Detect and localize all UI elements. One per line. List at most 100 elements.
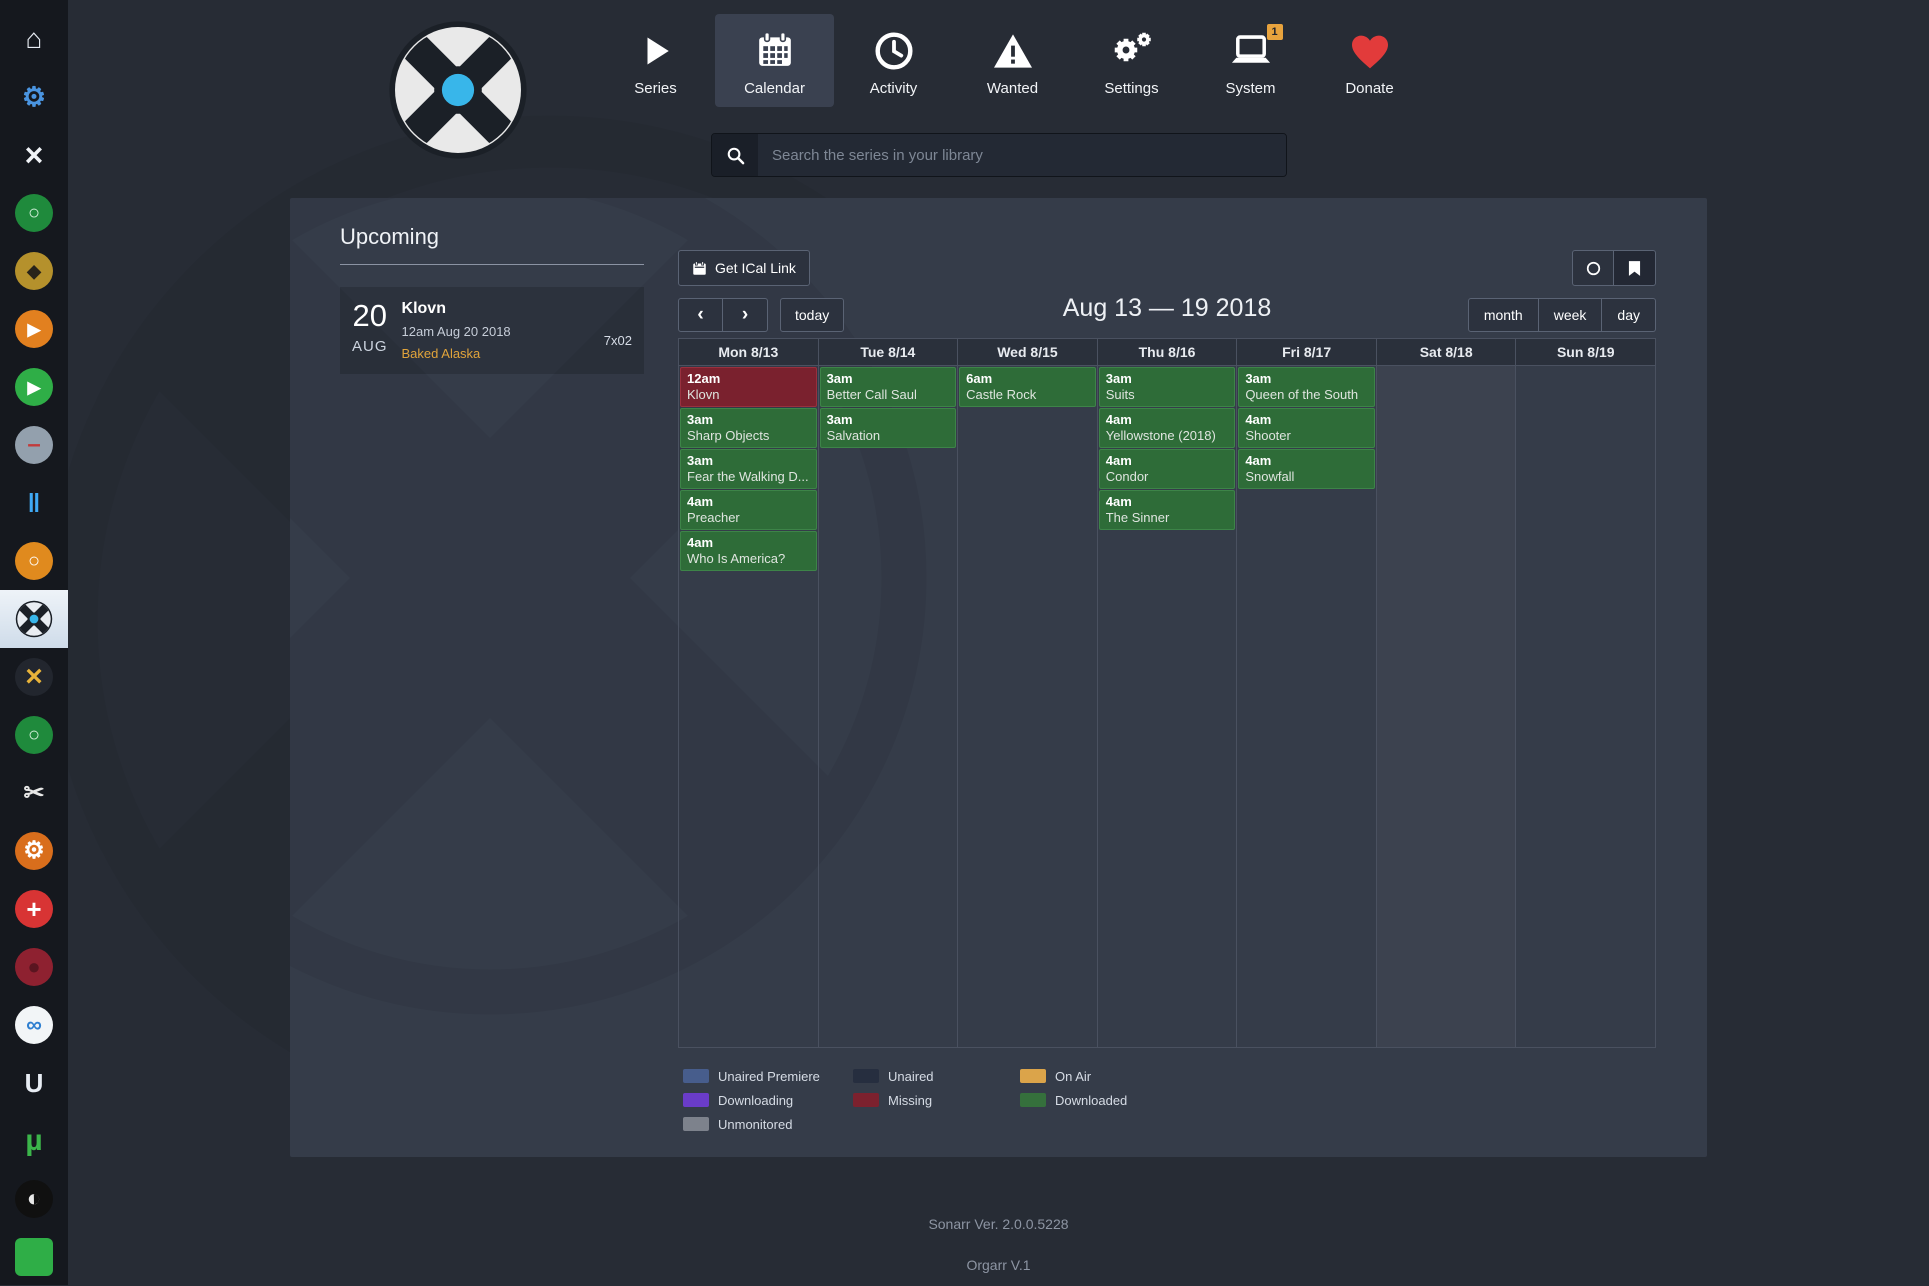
top-navigation: Series Calendar Activity: [596, 14, 1429, 107]
nav-activity[interactable]: Activity: [834, 14, 953, 107]
event-time: 3am: [687, 453, 714, 468]
legend-unmonitored: Unmonitored: [683, 1112, 820, 1136]
calendar-event[interactable]: 4am Yellowstone (2018): [1098, 408, 1236, 448]
event-title: Condor: [1105, 469, 1149, 484]
upcoming-episode-title[interactable]: Baked Alaska: [401, 346, 481, 361]
day-column-wed: Wed 8/15 6am Castle Rock: [958, 339, 1098, 1047]
nav-calendar[interactable]: Calendar: [715, 14, 834, 107]
yellow-x-icon: ×: [15, 658, 53, 696]
day-cell[interactable]: 6am Castle Rock: [958, 366, 1097, 1047]
upcoming-event-card[interactable]: 20 AUG Klovn 12am Aug 20 2018 Baked Alas…: [340, 287, 644, 374]
sidebar-item-app-yellow-x[interactable]: ×: [0, 648, 68, 706]
event-title: Salvation: [826, 428, 881, 443]
sidebar-item-app-orange-gear[interactable]: ⚙: [0, 822, 68, 880]
nav-system[interactable]: 1 System: [1191, 14, 1310, 107]
sidebar-item-app-green[interactable]: ○: [0, 184, 68, 242]
calendar-prev-next: ‹ › today: [678, 298, 845, 332]
calendar-event[interactable]: 3am Salvation: [819, 408, 957, 448]
event-time: 4am: [1105, 453, 1132, 468]
sidebar-item-settings[interactable]: ⚙: [0, 68, 68, 126]
calendar-event[interactable]: 3am Suits: [1098, 367, 1236, 407]
sonarr-logo[interactable]: [388, 20, 528, 160]
calendar-event[interactable]: 3am Better Call Saul: [819, 367, 957, 407]
nav-activity-label: Activity: [869, 80, 918, 97]
sidebar-item-app-music[interactable]: ◐: [0, 1170, 68, 1228]
chevron-right-icon: ›: [741, 304, 749, 325]
calendar-event[interactable]: 4am The Sinner: [1098, 490, 1236, 530]
calendar-event[interactable]: 3am Queen of the South: [1238, 367, 1375, 407]
calendar-event[interactable]: 4am Condor: [1098, 449, 1236, 489]
sidebar-item-app-green-play[interactable]: ▶: [0, 358, 68, 416]
sidebar-item-app-green-square[interactable]: [0, 1228, 68, 1286]
upcoming-date: 20 AUG: [352, 300, 388, 361]
calendar-event[interactable]: 12am Klovn: [680, 367, 817, 407]
sidebar-item-app-raspberry[interactable]: ●: [0, 938, 68, 996]
today-button[interactable]: today: [780, 298, 845, 332]
event-time: 6am: [966, 371, 993, 386]
day-header: Wed 8/15: [958, 339, 1097, 366]
day-cell[interactable]: 3am Queen of the South 4am Shooter 4am S…: [1237, 366, 1376, 1047]
sidebar-item-app-utorrent[interactable]: µ: [0, 1112, 68, 1170]
sidebar-item-app-shield[interactable]: +: [0, 880, 68, 938]
event-time: 3am: [1105, 371, 1132, 386]
sidebar-item-app-search[interactable]: ○: [0, 532, 68, 590]
sidebar-item-app-plex[interactable]: ∞: [0, 996, 68, 1054]
soundbars-icon: ‖: [27, 488, 41, 518]
get-ical-link-button[interactable]: Get ICal Link: [678, 250, 810, 286]
view-month-button[interactable]: month: [1467, 298, 1539, 332]
sidebar-item-app-orange-play[interactable]: ▶: [0, 300, 68, 358]
day-cell[interactable]: 3am Better Call Saul 3am Salvation: [819, 366, 958, 1047]
calendar-event[interactable]: 4am Preacher: [680, 490, 817, 530]
event-time: 3am: [1245, 371, 1272, 386]
calendar-event[interactable]: 3am Fear the Walking D...: [680, 449, 817, 489]
day-cell[interactable]: 3am Suits 4am Yellowstone (2018) 4am Con…: [1098, 366, 1237, 1047]
view-day-button[interactable]: day: [1602, 298, 1656, 332]
legend-label: Unaired: [888, 1068, 934, 1084]
nav-series[interactable]: Series: [596, 14, 715, 107]
nav-series-label: Series: [634, 80, 677, 97]
sidebar-item-app-soundbars[interactable]: ‖: [0, 474, 68, 532]
sidebar-item-app-green-2[interactable]: ○: [0, 706, 68, 764]
calendar-event[interactable]: 4am Snowfall: [1238, 449, 1375, 489]
sidebar-item-home[interactable]: ⌂: [0, 10, 68, 68]
legend-unaired-premiere: Unaired Premiere: [683, 1064, 820, 1088]
prev-week-button[interactable]: ‹: [678, 298, 723, 332]
next-week-button[interactable]: ›: [723, 298, 768, 332]
sidebar-item-sonarr[interactable]: [0, 590, 68, 648]
event-time: 4am: [687, 494, 714, 509]
calendar-event[interactable]: 3am Sharp Objects: [680, 408, 817, 448]
event-time: 3am: [687, 412, 714, 427]
day-cell[interactable]: 12am Klovn 3am Sharp Objects 3am Fear th…: [679, 366, 818, 1047]
sidebar-item-app-tools[interactable]: ✂: [0, 764, 68, 822]
legend-missing: Missing: [853, 1088, 934, 1112]
sidebar-item-organizr[interactable]: ×: [0, 126, 68, 184]
event-time: 12am: [687, 371, 721, 386]
day-cell[interactable]: [1516, 366, 1655, 1047]
calendar-event[interactable]: 4am Who Is America?: [680, 531, 817, 571]
bookmark-icon-button[interactable]: [1614, 250, 1656, 286]
raspberry-icon: ●: [15, 948, 53, 986]
sidebar-item-app-gold[interactable]: ◆: [0, 242, 68, 300]
event-time: 4am: [1245, 453, 1272, 468]
orgarr-version: Orgarr V.1: [966, 1257, 1031, 1273]
circle-icon-button[interactable]: [1572, 250, 1614, 286]
day-cell[interactable]: [1377, 366, 1516, 1047]
upcoming-series-title[interactable]: Klovn: [401, 300, 446, 317]
day-header: Sun 8/19: [1516, 339, 1656, 366]
search-input[interactable]: [758, 134, 1286, 176]
gear-icon: ⚙: [21, 81, 47, 112]
calendar-icon: [756, 28, 794, 70]
sidebar-item-app-u[interactable]: U: [0, 1054, 68, 1112]
calendar-event[interactable]: 4am Shooter: [1238, 408, 1375, 448]
sidebar-item-app-gray[interactable]: –: [0, 416, 68, 474]
calendar-event[interactable]: 6am Castle Rock: [959, 367, 1096, 407]
legend-swatch: [1020, 1069, 1046, 1083]
day-column-fri: Fri 8/17 3am Queen of the South 4am Shoo…: [1237, 339, 1377, 1047]
nav-donate[interactable]: Donate: [1310, 14, 1429, 107]
upcoming-section: Upcoming 20 AUG Klovn 12am Aug 20 2018 B…: [340, 224, 644, 374]
nav-wanted[interactable]: Wanted: [953, 14, 1072, 107]
day-header: Sat 8/18: [1376, 339, 1516, 366]
nav-settings[interactable]: Settings: [1072, 14, 1191, 107]
view-week-button[interactable]: week: [1538, 298, 1603, 332]
laptop-icon: 1: [1229, 24, 1283, 70]
